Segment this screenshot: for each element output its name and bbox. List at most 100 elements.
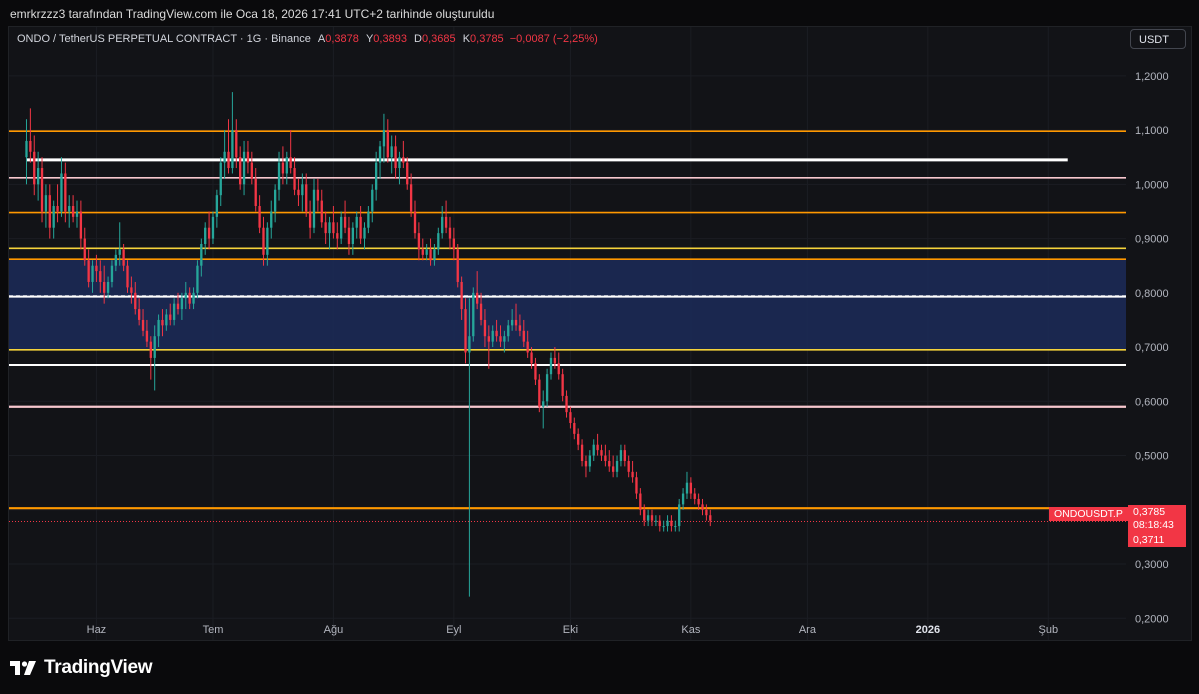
candle-body — [301, 184, 304, 196]
candle-body — [165, 314, 168, 326]
candle-body — [223, 151, 226, 163]
candle-body — [592, 444, 595, 456]
candle-body — [666, 520, 669, 527]
candle-body — [604, 455, 607, 461]
candle-body — [169, 314, 172, 320]
candle-body — [297, 189, 300, 196]
chart-caption: emrkrzzz3 tarafından TradingView.com ile… — [10, 7, 495, 21]
candle-body — [678, 504, 681, 527]
candle-body — [343, 216, 347, 228]
candle-body — [479, 303, 483, 320]
candle-body — [643, 509, 646, 521]
candle-body — [254, 178, 257, 207]
candle-body — [87, 260, 90, 282]
candle-body — [549, 357, 553, 375]
candle-body — [180, 298, 184, 310]
candle-body — [608, 460, 611, 467]
open-value: 0,3878 — [325, 33, 359, 45]
candle-body — [685, 482, 689, 494]
candle-body — [219, 162, 222, 196]
candle-body — [239, 157, 242, 185]
candle-body — [654, 520, 658, 522]
candle-body — [701, 504, 704, 510]
candle-body — [200, 243, 203, 266]
y-tick-label: 1,0000 — [1135, 179, 1169, 191]
candle-body — [285, 157, 288, 174]
candle-body — [483, 319, 487, 337]
candle-body — [499, 336, 502, 342]
x-tick-label: Şub — [1039, 624, 1059, 636]
candle-body — [526, 341, 529, 353]
candle-body — [250, 162, 253, 179]
candle-body — [611, 466, 615, 472]
candle-body — [242, 151, 246, 185]
candle-body — [522, 330, 525, 342]
candle-body — [639, 493, 642, 510]
candle-body — [266, 227, 269, 255]
candle-body — [681, 493, 685, 505]
candle-body — [227, 151, 230, 169]
candle-body — [452, 238, 456, 250]
symbol-price-badge: ONDOUSDT.P — [1049, 507, 1128, 521]
candle-body — [565, 395, 568, 413]
candle-body — [464, 309, 467, 353]
candle-body — [91, 265, 94, 282]
x-tick-label: Tem — [203, 624, 224, 636]
candle-body — [99, 271, 102, 282]
candle-body — [491, 330, 494, 342]
candle-body — [172, 303, 176, 320]
candle-body — [472, 292, 475, 337]
candle-body — [697, 498, 700, 505]
candle-body — [596, 444, 599, 451]
tradingview-logo-text: TradingView — [44, 657, 153, 678]
close-label: K — [462, 33, 471, 45]
symbol-legend: ONDO / TetherUS PERPETUAL CONTRACT · 1G … — [17, 33, 598, 45]
candle-body — [670, 520, 673, 527]
candle-body — [623, 450, 626, 461]
candle-body — [340, 216, 343, 239]
candle-body — [390, 146, 393, 158]
candle-body — [674, 526, 677, 528]
candle-body — [40, 168, 44, 212]
candle-body — [382, 130, 386, 147]
candle-body — [79, 211, 83, 239]
candle-body — [394, 146, 397, 169]
last-price-value: 0,3785 — [1133, 506, 1166, 518]
candle-body — [573, 423, 576, 434]
x-tick-label: Haz — [87, 624, 107, 636]
candle-body — [44, 195, 48, 212]
candle-body — [542, 401, 545, 407]
candle-body — [36, 168, 40, 185]
candle-body — [577, 433, 580, 445]
candle-body — [600, 450, 603, 456]
candle-body — [231, 130, 234, 169]
candle-body — [281, 162, 285, 174]
candle-body — [367, 211, 370, 228]
currency-button[interactable]: USDT — [1130, 29, 1186, 49]
candle-body — [615, 460, 619, 472]
candle-body — [71, 206, 75, 217]
candle-body — [149, 341, 152, 358]
x-tick-label: Eyl — [446, 624, 461, 636]
candle-body — [538, 379, 541, 407]
candle-body — [134, 292, 137, 310]
candle-body — [122, 249, 125, 266]
candle-body — [103, 281, 106, 293]
candle-body — [320, 200, 323, 223]
candle-body — [293, 168, 296, 190]
x-tick-label: Ara — [799, 624, 817, 636]
candle-body — [588, 455, 592, 467]
y-tick-label: 0,5000 — [1135, 451, 1169, 463]
candle-body — [429, 249, 432, 261]
candle-body — [689, 482, 693, 494]
secondary-price-badge: 0,3711 — [1128, 533, 1186, 547]
candle-body — [518, 325, 522, 331]
candle-body — [204, 227, 207, 244]
candle-body — [258, 206, 261, 228]
candle-body — [386, 130, 389, 158]
y-tick-label: 0,2000 — [1135, 613, 1169, 625]
range-zone — [9, 259, 1126, 350]
candle-body — [631, 471, 634, 478]
candle-body — [398, 157, 401, 169]
